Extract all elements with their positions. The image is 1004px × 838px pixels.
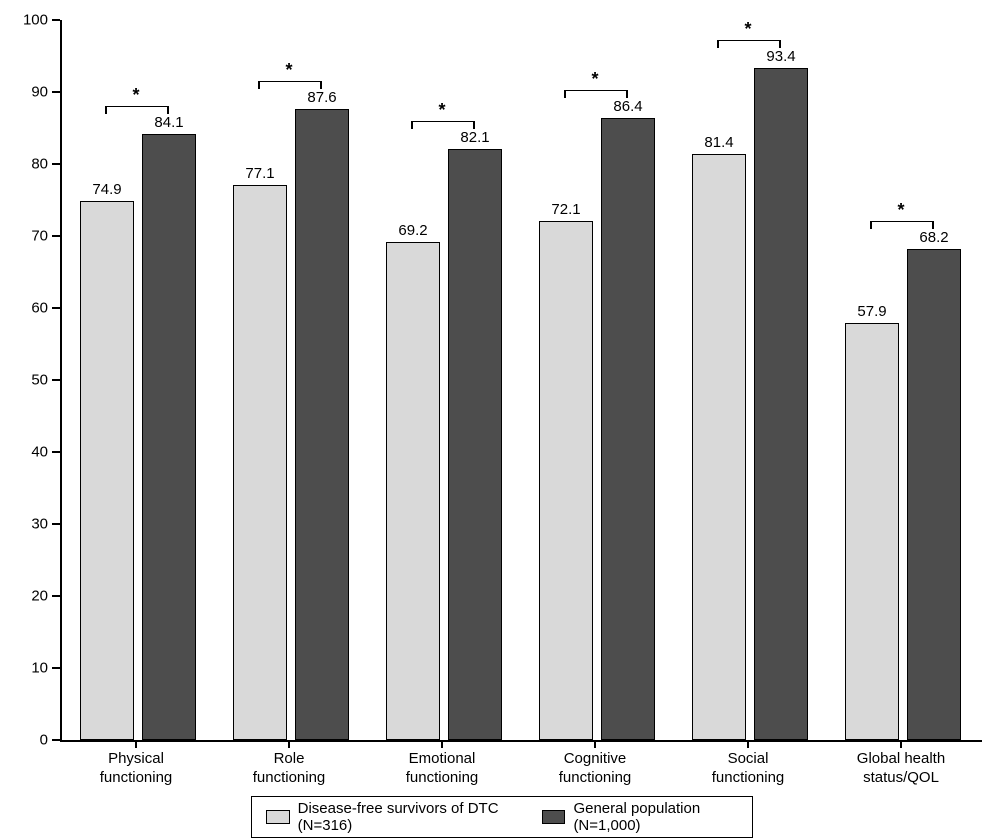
legend-swatch-gen [542, 810, 566, 824]
y-tick-label: 20 [0, 588, 48, 605]
y-tick-label: 40 [0, 444, 48, 461]
bar-dtc: 81.4 [692, 154, 746, 740]
y-tick-label: 10 [0, 660, 48, 677]
significance-bracket-leg [717, 40, 719, 48]
bar-group: 72.186.4 [539, 20, 655, 740]
bar-value-label: 72.1 [540, 201, 592, 218]
significance-bracket-leg [167, 106, 169, 114]
significance-bracket-leg [105, 106, 107, 114]
y-tick [52, 19, 60, 21]
legend-label-gen: General population (N=1,000) [573, 800, 738, 834]
x-category-label: Cognitivefunctioning [520, 750, 670, 788]
y-tick-label: 50 [0, 372, 48, 389]
significance-bracket-leg [564, 90, 566, 98]
bar-gen: 93.4 [754, 68, 808, 740]
x-category-label: Emotionalfunctioning [367, 750, 517, 788]
significance-bracket-leg [411, 121, 413, 129]
bar-group: 74.984.1 [80, 20, 196, 740]
bar-dtc: 72.1 [539, 221, 593, 740]
bar-value-label: 68.2 [908, 229, 960, 246]
y-tick-label: 60 [0, 300, 48, 317]
bar-value-label: 69.2 [387, 222, 439, 239]
bar-value-label: 74.9 [81, 181, 133, 198]
y-tick [52, 91, 60, 93]
y-tick [52, 307, 60, 309]
bar-group: 77.187.6 [233, 20, 349, 740]
bar-value-label: 77.1 [234, 165, 286, 182]
bar-value-label: 57.9 [846, 303, 898, 320]
significance-star: * [591, 69, 598, 90]
significance-bracket-leg [779, 40, 781, 48]
y-tick-label: 100 [0, 12, 48, 29]
bar-value-label: 93.4 [755, 48, 807, 65]
significance-bracket-leg [258, 81, 260, 89]
y-tick-label: 30 [0, 516, 48, 533]
legend-item-dtc: Disease-free survivors of DTC (N=316) [266, 800, 514, 834]
bar-dtc: 57.9 [845, 323, 899, 740]
y-tick-label: 90 [0, 84, 48, 101]
x-tick [135, 740, 137, 748]
significance-bracket-leg [870, 221, 872, 229]
plot-area: 74.984.177.187.669.282.172.186.481.493.4… [60, 20, 982, 742]
significance-star: * [132, 85, 139, 106]
bar-value-label: 84.1 [143, 114, 195, 131]
bar-group: 81.493.4 [692, 20, 808, 740]
legend-label-dtc: Disease-free survivors of DTC (N=316) [298, 800, 514, 834]
y-tick-label: 0 [0, 732, 48, 749]
chart-container: 74.984.177.187.669.282.172.186.481.493.4… [0, 0, 1004, 826]
significance-bracket-leg [626, 90, 628, 98]
bar-value-label: 82.1 [449, 129, 501, 146]
y-tick [52, 595, 60, 597]
bar-value-label: 87.6 [296, 89, 348, 106]
x-category-label: Physicalfunctioning [61, 750, 211, 788]
significance-star: * [897, 200, 904, 221]
y-tick-label: 80 [0, 156, 48, 173]
bar-gen: 86.4 [601, 118, 655, 740]
y-tick [52, 739, 60, 741]
significance-star: * [438, 100, 445, 121]
x-tick [747, 740, 749, 748]
significance-bracket [411, 121, 473, 122]
bar-group: 57.968.2 [845, 20, 961, 740]
legend-item-gen: General population (N=1,000) [542, 800, 738, 834]
x-category-label: Rolefunctioning [214, 750, 364, 788]
significance-bracket [717, 40, 779, 41]
significance-bracket-leg [320, 81, 322, 89]
bar-gen: 84.1 [142, 134, 196, 740]
significance-bracket [258, 81, 320, 82]
y-tick-label: 70 [0, 228, 48, 245]
x-tick [441, 740, 443, 748]
y-tick [52, 667, 60, 669]
bar-value-label: 81.4 [693, 134, 745, 151]
legend-swatch-dtc [266, 810, 290, 824]
y-tick [52, 379, 60, 381]
x-category-label: Global healthstatus/QOL [826, 750, 976, 788]
bar-gen: 68.2 [907, 249, 961, 740]
bar-gen: 82.1 [448, 149, 502, 740]
significance-star: * [744, 19, 751, 40]
significance-bracket-leg [932, 221, 934, 229]
significance-bracket [870, 221, 932, 222]
x-tick [288, 740, 290, 748]
significance-bracket [564, 90, 626, 91]
bar-dtc: 74.9 [80, 201, 134, 740]
y-tick [52, 523, 60, 525]
bar-gen: 87.6 [295, 109, 349, 740]
y-tick [52, 163, 60, 165]
significance-star: * [285, 60, 292, 81]
legend: Disease-free survivors of DTC (N=316) Ge… [251, 796, 753, 838]
y-tick [52, 235, 60, 237]
significance-bracket-leg [473, 121, 475, 129]
x-category-label: Socialfunctioning [673, 750, 823, 788]
bar-dtc: 77.1 [233, 185, 287, 740]
y-tick [52, 451, 60, 453]
x-tick [594, 740, 596, 748]
bar-value-label: 86.4 [602, 98, 654, 115]
bar-dtc: 69.2 [386, 242, 440, 740]
significance-bracket [105, 106, 167, 107]
bar-group: 69.282.1 [386, 20, 502, 740]
x-tick [900, 740, 902, 748]
